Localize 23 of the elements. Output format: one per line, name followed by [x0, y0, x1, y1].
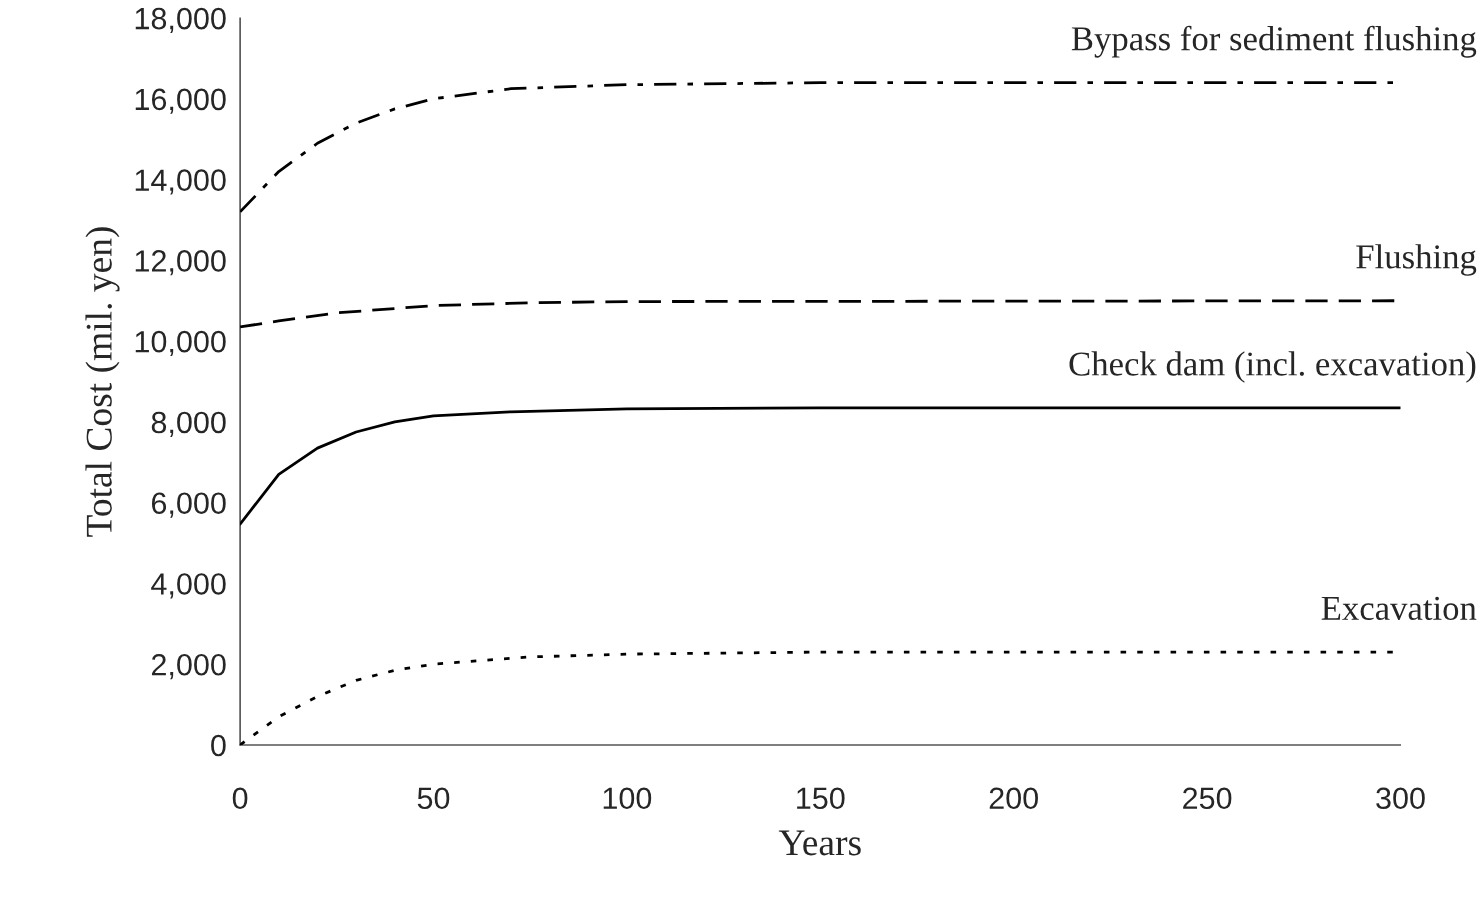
y-tick-label: 6,000 [151, 492, 226, 518]
y-tick-label: 14,000 [135, 169, 226, 195]
y-tick-label: 8,000 [151, 411, 226, 437]
y-tick-label: 2,000 [151, 653, 226, 680]
x-tick-label: 300 [1376, 787, 1425, 810]
y-axis-title: Total Cost (mil. yen) [85, 227, 120, 537]
y-tick-label: 12,000 [135, 250, 226, 276]
x-tick-label: 0 [232, 787, 248, 810]
series-label: Bypass for sediment flushing [1071, 25, 1477, 58]
x-tick-label: 50 [417, 787, 450, 810]
series-label: Excavation [1321, 596, 1477, 621]
y-tick-label: 0 [211, 734, 226, 757]
x-tick-label: 100 [603, 787, 652, 810]
series-label: Check dam (incl. excavation) [1069, 351, 1476, 383]
x-tick-label: 200 [989, 787, 1038, 810]
series-label: Flushing [1356, 244, 1477, 276]
y-tick-label: 4,000 [151, 573, 226, 599]
x-tick-label: 150 [797, 787, 845, 810]
y-tick-label: 16,000 [135, 88, 226, 114]
x-tick-label: 250 [1183, 787, 1232, 810]
y-tick-label: 18,000 [135, 7, 226, 34]
x-axis-title: Years [778, 830, 861, 856]
y-tick-label: 10,000 [135, 330, 226, 357]
